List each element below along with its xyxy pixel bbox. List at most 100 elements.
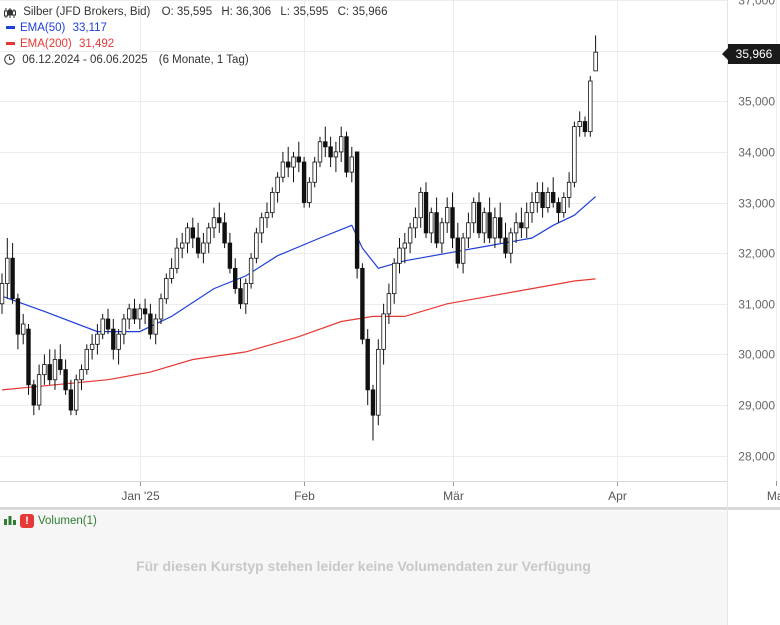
candle (429, 207, 434, 244)
period-text: (6 Monate, 1 Tag) (158, 54, 249, 66)
candle (402, 232, 407, 264)
candle (285, 146, 291, 178)
instrument-name: Silber (JFD Brokers, Bid) (23, 6, 151, 18)
candle (561, 192, 566, 218)
candle-body (572, 126, 577, 183)
candle-body (254, 232, 259, 259)
candle-body (36, 374, 42, 406)
y-tick-label: 35,000 (738, 95, 775, 109)
candle (317, 136, 323, 168)
ohlc-low-label: L: (280, 6, 290, 18)
candle-body (15, 298, 21, 335)
ema200-line-group (1, 278, 596, 391)
candle (407, 222, 413, 254)
candle (190, 217, 195, 249)
candle (296, 141, 301, 173)
candle (344, 131, 349, 178)
candle-body (444, 207, 450, 224)
candle (519, 207, 524, 238)
ema200-label: EMA(200) (20, 38, 72, 50)
candle-body (100, 318, 105, 335)
candle (264, 202, 270, 228)
candle-body (333, 151, 339, 158)
ema200-legend[interactable]: EMA(200) 31,492 (4, 36, 114, 52)
candle (100, 313, 105, 340)
candle (79, 364, 84, 390)
candle (291, 151, 296, 183)
ema50-value: 33,117 (72, 22, 107, 34)
ema50-line (1, 196, 596, 333)
candle (232, 258, 238, 294)
instrument-legend: Silber (JFD Brokers, Bid) O: 35,595 H: 3… (4, 4, 387, 20)
candle-body (540, 191, 545, 208)
candle-body (275, 176, 280, 193)
candle-body (185, 227, 190, 244)
candle (333, 141, 339, 173)
candle (524, 202, 529, 238)
candle (338, 126, 344, 163)
clock-icon[interactable] (4, 54, 15, 66)
y-tick-label: 29,000 (738, 399, 775, 413)
candle-body (285, 161, 291, 168)
candle-type-icon[interactable] (4, 7, 16, 18)
warning-icon[interactable]: ! (20, 514, 34, 528)
candle-body (296, 156, 301, 163)
candle (68, 379, 74, 416)
candle (503, 222, 508, 259)
candle-body (68, 389, 74, 411)
date-range: 06.12.2024 - 06.06.2025 (22, 54, 148, 66)
ohlc-open-label: O: (161, 6, 174, 18)
candle (307, 177, 312, 208)
candle-body (10, 257, 15, 300)
candle (111, 318, 116, 360)
volume-legend[interactable]: ! Volumen(1) (4, 514, 97, 528)
candle-body (482, 212, 487, 234)
y-tick-label: 31,000 (738, 298, 775, 312)
ema200-value: 31,492 (78, 38, 115, 50)
volume-label: Volumen(1) (38, 515, 97, 527)
candle (195, 222, 201, 259)
no-volume-message: Für diesen Kurstyp stehen leider keine V… (136, 558, 591, 574)
candle (89, 334, 95, 360)
y-tick-label: 32,000 (738, 247, 775, 261)
candle-body (137, 308, 142, 320)
candle (164, 273, 169, 304)
candle (444, 197, 450, 233)
candle (15, 293, 21, 350)
candle (31, 379, 36, 416)
candle-body (158, 298, 164, 320)
candle (52, 349, 58, 390)
candle (206, 222, 211, 254)
candle (47, 349, 52, 385)
grid (0, 0, 777, 481)
ema50-legend[interactable]: EMA(50) 33,117 (4, 20, 107, 36)
candle-body (0, 283, 5, 305)
candle (572, 121, 577, 188)
candle (535, 182, 540, 213)
ohlc-high: 36,306 (236, 6, 272, 18)
candle-body (217, 217, 222, 224)
candle-body (121, 318, 127, 335)
candle (455, 222, 460, 269)
candle-body (312, 161, 317, 183)
candle-body (164, 278, 169, 300)
candle (270, 187, 275, 218)
candle-body (179, 242, 185, 249)
x-tick-label: Mai (767, 489, 780, 503)
ohlc-low: 35,595 (293, 6, 329, 18)
candle (476, 192, 482, 238)
candle-body (323, 141, 328, 148)
candle (323, 126, 328, 157)
candle-body (20, 323, 26, 335)
candle-body (535, 191, 540, 203)
y-tick-label: 28,000 (738, 450, 775, 464)
candle-body (460, 237, 466, 264)
candle (127, 303, 132, 330)
candle-body (105, 318, 111, 330)
candle (10, 243, 15, 304)
candle-body (413, 217, 418, 229)
candle-body (116, 333, 121, 350)
x-tick-label: Mär (443, 489, 464, 503)
candle-body (487, 212, 492, 239)
